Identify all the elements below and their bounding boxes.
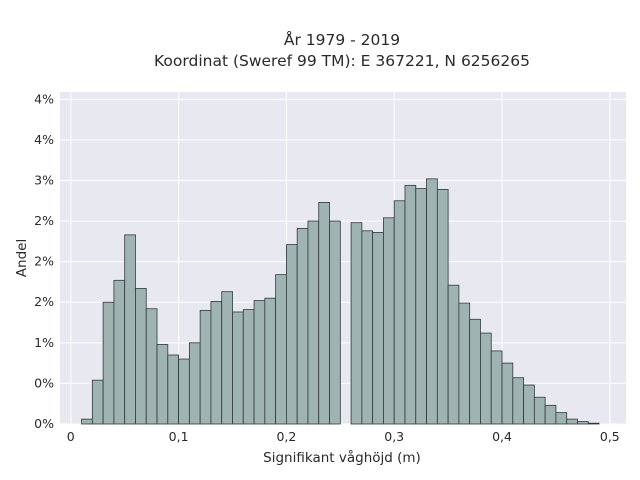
chart-title: År 1979 - 2019 — [284, 30, 400, 49]
histogram-bar — [318, 201, 330, 425]
histogram-bar — [544, 404, 557, 425]
histogram-bar — [91, 379, 104, 425]
y-tick-label: 4% — [34, 132, 54, 147]
histogram-bar — [415, 188, 427, 425]
x-tick-label: 0,5 — [600, 429, 620, 444]
y-axis-label: Andel — [14, 239, 30, 277]
histogram-bar — [275, 274, 287, 425]
histogram-bar — [221, 291, 233, 425]
histogram-bar — [555, 412, 568, 425]
x-axis-label: Signifikant våghöjd (m) — [263, 449, 421, 466]
histogram-bar — [210, 301, 223, 425]
y-tick-label: 2% — [34, 254, 54, 269]
histogram-bar — [469, 318, 481, 425]
histogram-bar — [501, 362, 514, 425]
y-tick-label: 0% — [34, 416, 54, 431]
histogram-bar — [447, 284, 460, 425]
histogram-bar — [188, 342, 201, 425]
y-tick-label: 1% — [34, 335, 54, 350]
histogram-bar — [81, 418, 93, 425]
y-tick-labels: 0% 0% 1% 2% 2% 2% 3% 4% 4% — [34, 91, 54, 431]
histogram-bar — [242, 309, 255, 425]
histogram-bar — [285, 244, 298, 425]
histogram-bar — [523, 384, 535, 425]
histogram-bar — [533, 396, 546, 425]
histogram-bar — [458, 302, 471, 425]
y-tick-label: 0% — [34, 375, 54, 390]
histogram-bar — [307, 220, 320, 425]
histogram-bar — [199, 309, 212, 425]
histogram-bar — [404, 184, 417, 425]
histogram-bar — [372, 232, 384, 425]
histogram-bar — [566, 418, 578, 425]
x-tick-label: 0,4 — [492, 429, 512, 444]
histogram-bar — [135, 288, 147, 425]
histogram-bar — [361, 230, 374, 425]
x-tick-labels: 0 0,1 0,2 0,3 0,4 0,5 — [67, 429, 620, 444]
bars-group — [81, 178, 600, 425]
chart-subtitle: Koordinat (Sweref 99 TM): E 367221, N 62… — [154, 52, 530, 70]
histogram-bar — [436, 189, 449, 425]
histogram-bar — [232, 311, 244, 425]
histogram-bar — [253, 300, 266, 425]
histogram-bar — [264, 297, 277, 425]
y-tick-label: 4% — [34, 91, 54, 106]
x-tick-label: 0,2 — [276, 429, 296, 444]
y-tick-label: 3% — [34, 172, 54, 187]
histogram-bar — [102, 301, 115, 425]
x-tick-label: 0,1 — [169, 429, 189, 444]
y-tick-label: 2% — [34, 294, 54, 309]
histogram-bar — [296, 227, 309, 425]
x-tick-label: 0 — [67, 429, 75, 444]
histogram-bar — [587, 422, 600, 425]
histogram-bar — [426, 178, 438, 425]
histogram-bar — [490, 350, 503, 425]
histogram-bar — [167, 354, 179, 425]
x-tick-label: 0,3 — [384, 429, 404, 444]
histogram-bar — [156, 344, 169, 425]
y-tick-label: 2% — [34, 213, 54, 228]
histogram-bar — [393, 200, 406, 425]
histogram-bar — [577, 421, 589, 425]
histogram-bar — [329, 220, 341, 425]
histogram-bar — [480, 332, 492, 425]
histogram-bar — [145, 308, 158, 425]
histogram-bar — [113, 279, 126, 425]
histogram-bar — [350, 222, 363, 425]
histogram-bar — [178, 358, 190, 425]
histogram-bar — [124, 234, 136, 425]
histogram-bar — [383, 217, 395, 425]
histogram-bar — [512, 377, 524, 425]
